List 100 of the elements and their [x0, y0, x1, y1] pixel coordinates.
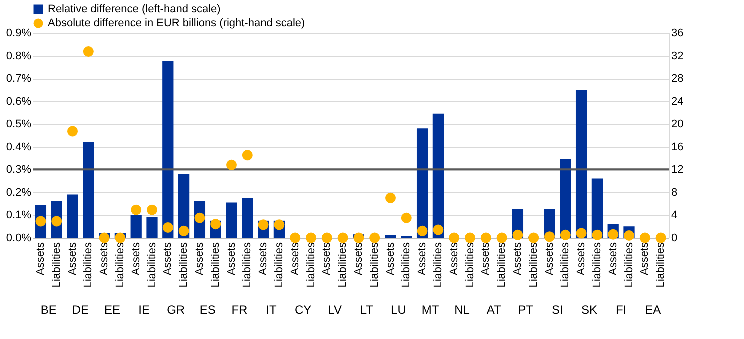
point [354, 232, 364, 244]
x-tick-label: Liabilities [178, 242, 190, 288]
point [226, 160, 237, 170]
point [322, 232, 332, 244]
bar [67, 194, 78, 238]
bar [146, 218, 158, 238]
x-tick-label: Liabilities [273, 242, 286, 288]
x-tick-label: Assets [448, 242, 460, 276]
point [131, 204, 142, 216]
y-tick-label: 0.6% [6, 96, 32, 108]
point [417, 226, 428, 236]
y2-tick-label: 28 [672, 73, 684, 86]
text: EE [104, 303, 121, 317]
x-tick-label: Assets [416, 242, 429, 276]
point [656, 232, 666, 244]
point [560, 230, 571, 240]
x-tick-label: Assets [130, 242, 142, 276]
x-tick-label: Liabilities [114, 242, 126, 288]
y-tick-label: 0.5% [6, 118, 32, 131]
y2-tick-label: 20 [672, 118, 684, 131]
point [480, 232, 492, 244]
text: FI [616, 303, 627, 317]
text: PT [518, 303, 534, 317]
y2-tick-label: 8 [672, 186, 678, 199]
point [370, 232, 380, 244]
x-tick-label: Assets [544, 242, 556, 276]
bar [432, 114, 444, 238]
legend-label: Relative difference (left-hand scale) [48, 4, 221, 16]
y2-tick-label: 32 [672, 50, 684, 62]
text: CY [294, 303, 312, 317]
x-tick-label: Assets [607, 242, 620, 276]
x-tick-label: Liabilities [655, 242, 668, 288]
x-tick-label: Assets [384, 242, 397, 276]
text: DE [72, 303, 90, 317]
y-tick-label: 0.8% [6, 50, 32, 62]
x-tick-label: Assets [512, 242, 524, 276]
point [338, 232, 348, 244]
point [306, 232, 316, 244]
x-tick-label: Assets [34, 242, 47, 276]
x-tick-label: Assets [289, 242, 302, 276]
x-tick-label: Assets [226, 242, 238, 276]
bar [226, 202, 238, 238]
point [147, 204, 158, 216]
x-tick-label: Liabilities [82, 242, 95, 288]
x-tick-label: Liabilities [432, 242, 444, 288]
x-tick-label: Assets [639, 242, 652, 276]
x-tick-label: Assets [98, 242, 111, 276]
text: SI [552, 303, 564, 317]
y-tick-label: 0.1% [6, 210, 32, 222]
bar [416, 128, 428, 238]
x-tick-label: Liabilities [337, 242, 350, 288]
point [401, 212, 412, 224]
x-tick-label: Liabilities [464, 242, 476, 288]
bar [83, 142, 94, 238]
y-tick-label: 0.9% [6, 28, 32, 40]
text: ES [200, 303, 216, 317]
text: EA [645, 303, 662, 317]
text: GR [167, 303, 186, 317]
x-tick-label: Assets [66, 242, 79, 276]
point [512, 230, 524, 240]
y2-tick-label: 12 [672, 164, 684, 176]
y2-tick-label: 36 [672, 28, 684, 40]
point [640, 232, 650, 244]
text: IE [138, 303, 150, 317]
x-tick-label: Liabilities [496, 242, 508, 288]
y2-tick-label: 0 [672, 232, 678, 244]
point [528, 232, 540, 244]
point [465, 232, 476, 244]
y2-tick-label: 16 [672, 141, 684, 154]
x-tick-label: Assets [162, 242, 174, 276]
x-tick-label: Liabilities [591, 242, 604, 288]
point [576, 228, 587, 239]
bar [242, 198, 254, 238]
point [544, 232, 555, 242]
point [433, 224, 444, 236]
text: FR [232, 303, 248, 317]
x-tick-label: Assets [480, 242, 492, 276]
x-tick-label: Liabilities [560, 242, 572, 288]
point [68, 126, 78, 137]
bar [385, 235, 396, 238]
x-tick-label: Liabilities [50, 242, 63, 288]
bar [130, 215, 142, 238]
bar [162, 61, 174, 238]
x-tick-label: Liabilities [305, 242, 318, 288]
point [115, 232, 126, 244]
y-tick-label: 0.3% [6, 164, 32, 176]
text: BE [40, 303, 57, 317]
y-tick-label: 0.7% [6, 73, 32, 86]
text: AT [486, 303, 502, 317]
x-tick-label: Liabilities [210, 242, 222, 288]
x-tick-label: Assets [194, 242, 206, 276]
point [99, 232, 110, 244]
point [242, 150, 253, 161]
x-tick-label: Assets [258, 242, 270, 276]
point [592, 230, 603, 240]
point [496, 232, 508, 244]
point [83, 46, 94, 58]
y-tick-label: 0.0% [6, 232, 32, 244]
text: LU [391, 303, 406, 317]
x-tick-label: Assets [576, 242, 588, 276]
